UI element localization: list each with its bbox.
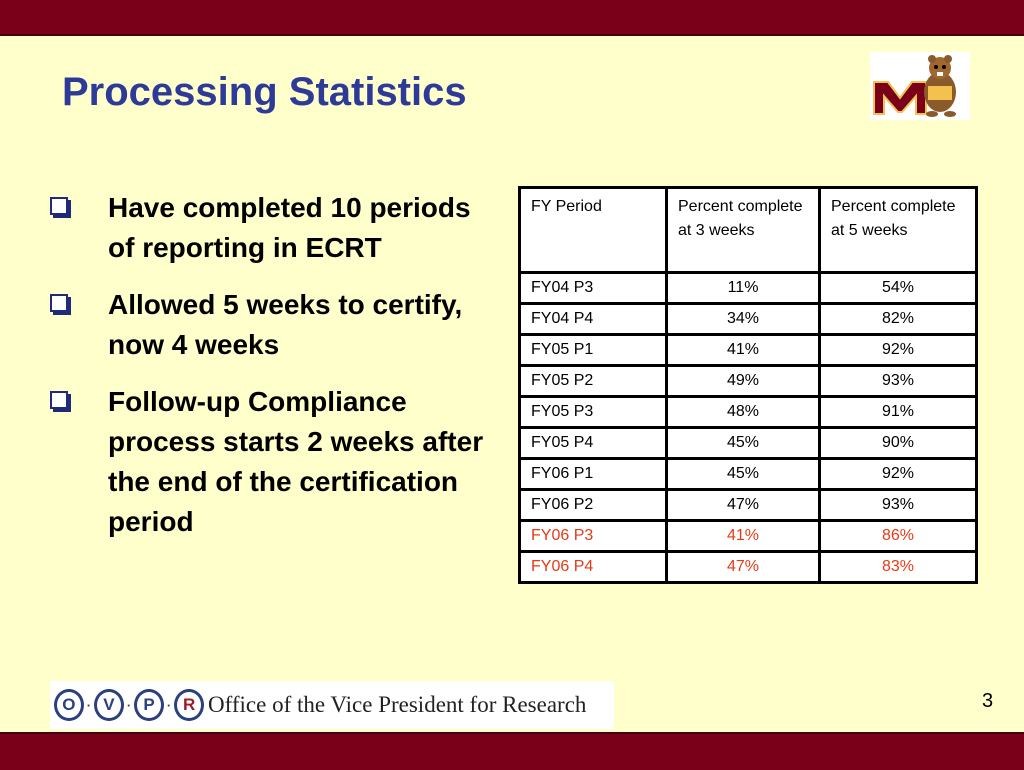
period-cell: FY05 P1 [518, 333, 668, 367]
checkbox-bullet-icon [50, 197, 68, 215]
percent-5-weeks-cell: 92% [818, 457, 978, 491]
slide-title: Processing Statistics [62, 70, 467, 114]
period-cell: FY05 P4 [518, 426, 668, 460]
period-cell: FY04 P4 [518, 302, 668, 336]
page-number: 3 [982, 690, 994, 712]
checkbox-bullet-icon [50, 391, 68, 409]
ovpr-letter-p: P [134, 689, 164, 721]
bullet-list: Have completed 10 periods of reporting i… [44, 188, 484, 559]
bullet-text: Have completed 10 periods of reporting i… [108, 192, 471, 263]
ovpr-separator-dot: · [166, 697, 172, 713]
table-row: FY05 P2 49% 93% [518, 364, 978, 398]
table-row: FY04 P3 11% 54% [518, 271, 978, 305]
period-cell: FY06 P1 [518, 457, 668, 491]
period-cell: FY06 P2 [518, 488, 668, 522]
ovpr-letter-r: R [174, 689, 204, 721]
table-row: FY04 P4 34% 82% [518, 302, 978, 336]
table-row: FY06 P1 45% 92% [518, 457, 978, 491]
table-header-row: FY Period Percent complete at 3 weeks Pe… [518, 186, 978, 274]
university-mascot-logo [870, 52, 970, 120]
period-cell: FY06 P3 [518, 519, 668, 553]
percent-3-weeks-cell: 45% [665, 426, 821, 460]
column-header-fy-period: FY Period [518, 186, 668, 274]
percent-3-weeks-cell: 47% [665, 550, 821, 584]
percent-5-weeks-cell: 91% [818, 395, 978, 429]
ovpr-letter-o: O [54, 689, 84, 721]
percent-5-weeks-cell: 54% [818, 271, 978, 305]
table-row: FY05 P1 41% 92% [518, 333, 978, 367]
percent-3-weeks-cell: 41% [665, 333, 821, 367]
processing-stats-table: FY Period Percent complete at 3 weeks Pe… [518, 186, 978, 584]
column-header-3-weeks: Percent complete at 3 weeks [665, 186, 821, 274]
ovpr-letter-v: V [94, 689, 124, 721]
table-row-highlighted: FY06 P4 47% 83% [518, 550, 978, 584]
percent-3-weeks-cell: 11% [665, 271, 821, 305]
period-cell: FY05 P2 [518, 364, 668, 398]
percent-5-weeks-cell: 82% [818, 302, 978, 336]
bullet-item: Follow-up Compliance process starts 2 we… [44, 382, 484, 542]
percent-5-weeks-cell: 90% [818, 426, 978, 460]
percent-3-weeks-cell: 47% [665, 488, 821, 522]
ovpr-logo: O · V · P · R [54, 689, 204, 721]
bullet-item: Have completed 10 periods of reporting i… [44, 188, 484, 268]
percent-3-weeks-cell: 49% [665, 364, 821, 398]
percent-5-weeks-cell: 92% [818, 333, 978, 367]
ovpr-footer-logo: O · V · P · R Office of the Vice Preside… [50, 681, 614, 729]
column-header-5-weeks: Percent complete at 5 weeks [818, 186, 978, 274]
percent-3-weeks-cell: 45% [665, 457, 821, 491]
percent-5-weeks-cell: 93% [818, 364, 978, 398]
top-band [0, 0, 1024, 36]
bullet-text: Allowed 5 weeks to certify, now 4 weeks [108, 289, 463, 360]
table-row: FY06 P2 47% 93% [518, 488, 978, 522]
percent-5-weeks-cell: 83% [818, 550, 978, 584]
table-row: FY05 P4 45% 90% [518, 426, 978, 460]
percent-5-weeks-cell: 93% [818, 488, 978, 522]
period-cell: FY06 P4 [518, 550, 668, 584]
bottom-band [0, 732, 1024, 770]
ovpr-separator-dot: · [126, 697, 132, 713]
period-cell: FY05 P3 [518, 395, 668, 429]
percent-3-weeks-cell: 34% [665, 302, 821, 336]
bullet-text: Follow-up Compliance process starts 2 we… [108, 386, 484, 537]
percent-3-weeks-cell: 41% [665, 519, 821, 553]
ovpr-separator-dot: · [86, 697, 92, 713]
table-row: FY05 P3 48% 91% [518, 395, 978, 429]
table-row-highlighted: FY06 P3 41% 86% [518, 519, 978, 553]
bullet-item: Allowed 5 weeks to certify, now 4 weeks [44, 285, 484, 365]
checkbox-bullet-icon [50, 294, 68, 312]
office-name: Office of the Vice President for Researc… [208, 692, 587, 717]
period-cell: FY04 P3 [518, 271, 668, 305]
percent-3-weeks-cell: 48% [665, 395, 821, 429]
percent-5-weeks-cell: 86% [818, 519, 978, 553]
